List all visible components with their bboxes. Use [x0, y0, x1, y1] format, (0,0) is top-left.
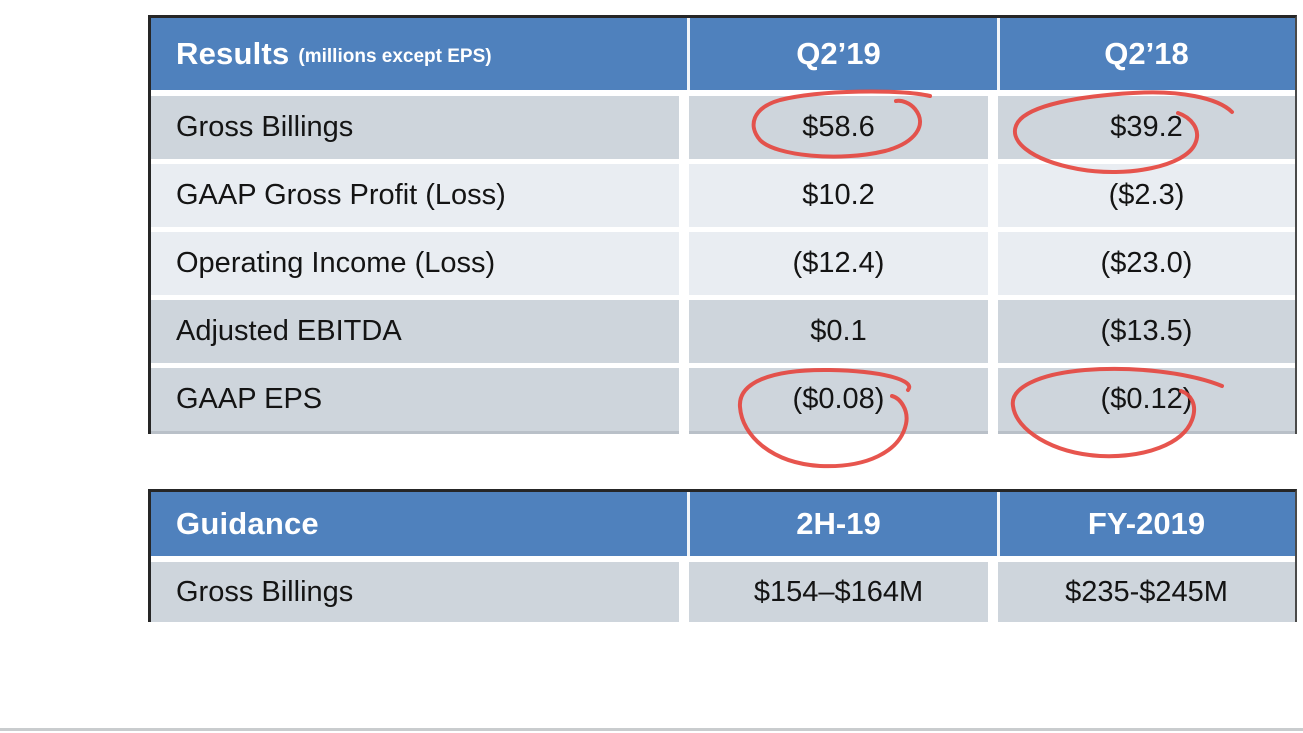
- cell-value: $58.6: [689, 96, 988, 159]
- cell-value: $0.1: [689, 300, 988, 363]
- table-row: Gross Billings $154–$164M $235-$245M: [151, 562, 1295, 622]
- results-table-body: Gross Billings $58.6 $39.2 GAAP Gross Pr…: [151, 90, 1295, 434]
- table-row: Adjusted EBITDA $0.1 ($13.5): [151, 300, 1295, 363]
- guidance-table-body: Gross Billings $154–$164M $235-$245M: [151, 556, 1295, 622]
- row-label: GAAP Gross Profit (Loss): [151, 164, 679, 227]
- row-label: Gross Billings: [151, 96, 679, 159]
- header-column-divider: [687, 492, 690, 556]
- results-column-header-q219: Q2’19: [796, 36, 881, 71]
- header-column-divider: [997, 492, 1000, 556]
- header-column-divider: [687, 18, 690, 90]
- cell-value: $39.2: [998, 96, 1295, 159]
- results-subtitle: (millions except EPS): [298, 46, 492, 67]
- cell-value: $235-$245M: [998, 562, 1295, 622]
- guidance-title: Guidance: [176, 506, 319, 541]
- row-label: Adjusted EBITDA: [151, 300, 679, 363]
- results-title: Results: [176, 36, 290, 71]
- cell-value: ($0.08): [689, 368, 988, 434]
- results-column-header-q218: Q2’18: [1104, 36, 1189, 71]
- guidance-column-header-2h19: 2H-19: [796, 506, 881, 541]
- cell-value: ($12.4): [689, 232, 988, 295]
- table-row: Operating Income (Loss) ($12.4) ($23.0): [151, 232, 1295, 295]
- header-column-divider: [997, 18, 1000, 90]
- results-table-header: Results (millions except EPS) Q2’19 Q2’1…: [151, 18, 1295, 90]
- guidance-table-header: Guidance 2H-19 FY-2019: [151, 492, 1295, 556]
- cell-value: ($23.0): [998, 232, 1295, 295]
- cell-value: ($13.5): [998, 300, 1295, 363]
- row-label: Operating Income (Loss): [151, 232, 679, 295]
- cell-value: ($0.12): [998, 368, 1295, 434]
- guidance-column-header-fy2019: FY-2019: [1087, 506, 1206, 541]
- results-table: Results (millions except EPS) Q2’19 Q2’1…: [148, 15, 1297, 434]
- table-row: GAAP Gross Profit (Loss) $10.2 ($2.3): [151, 164, 1295, 227]
- cell-value: ($2.3): [998, 164, 1295, 227]
- table-row: Gross Billings $58.6 $39.2: [151, 96, 1295, 159]
- results-header-label: Results (millions except EPS): [176, 18, 492, 90]
- page-bottom-divider: [0, 728, 1303, 731]
- row-label: GAAP EPS: [151, 368, 679, 434]
- cell-value: $10.2: [689, 164, 988, 227]
- table-row: GAAP EPS ($0.08) ($0.12): [151, 368, 1295, 434]
- guidance-header-label: Guidance: [176, 492, 319, 556]
- row-label: Gross Billings: [151, 562, 679, 622]
- cell-value: $154–$164M: [689, 562, 988, 622]
- guidance-table: Guidance 2H-19 FY-2019 Gross Billings $1…: [148, 489, 1297, 622]
